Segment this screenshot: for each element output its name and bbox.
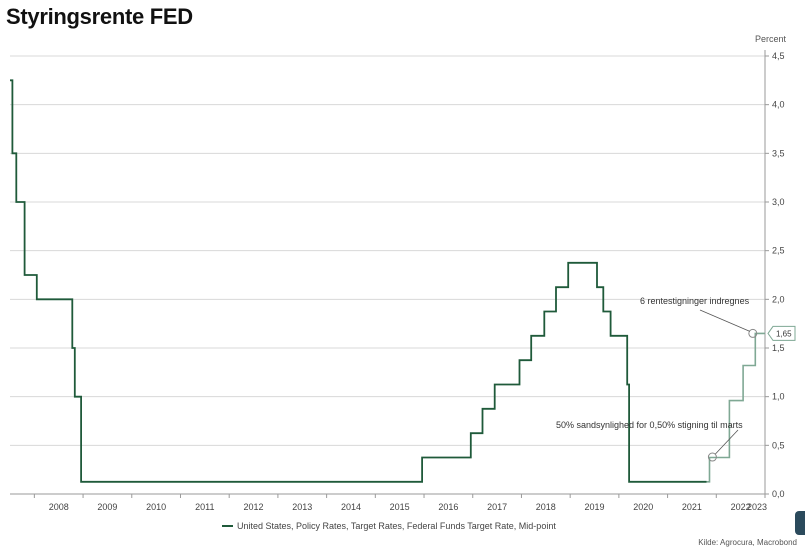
x-tick-label: 2008: [49, 502, 69, 512]
chart-legend: United States, Policy Rates, Target Rate…: [222, 521, 556, 531]
y-tick-label: 2,5: [772, 246, 785, 256]
y-tick-label: 1,5: [772, 343, 785, 353]
chart-title: Styringsrente FED: [6, 4, 193, 29]
series-line-actual: [10, 79, 707, 483]
x-tick-label: 2020: [633, 502, 653, 512]
y-tick-label: 0,0: [772, 489, 785, 499]
source-note: Kilde: Agrocura, Macrobond: [698, 538, 797, 547]
x-tick-label: 2011: [195, 502, 214, 512]
x-tick-label: 2009: [97, 502, 117, 512]
y-tick-label: 2,0: [772, 294, 785, 304]
y-tick-label: 4,5: [772, 51, 785, 61]
y-tick-label: 0,5: [772, 440, 785, 450]
x-tick-label: 2017: [487, 502, 507, 512]
value-badge-shape: [767, 325, 796, 341]
x-tick-label: 2022: [731, 502, 751, 512]
legend-line-swatch: [222, 525, 233, 527]
corner-tab: [795, 511, 805, 535]
y-axis-unit-label: Percent: [754, 34, 786, 44]
x-tick-label: 2015: [390, 502, 410, 512]
x-tick-label: 2021: [682, 502, 702, 512]
y-tick-label: 1,0: [772, 392, 785, 402]
annotation-text: 50% sandsynlighed for 0,50% stigning til…: [556, 420, 743, 430]
annotation-leader-line: [715, 429, 739, 455]
value-badge-text: 1,65: [776, 329, 792, 338]
x-tick-label: 2013: [292, 502, 312, 512]
x-tick-label: 2019: [585, 502, 605, 512]
x-tick-label: 2023: [747, 502, 767, 512]
annotation-marker-circle: [748, 328, 758, 338]
x-tick-label: 2016: [438, 502, 458, 512]
series-line-forecast: [706, 332, 765, 483]
y-tick-label: 3,0: [772, 197, 785, 207]
y-tick-label: 3,5: [772, 148, 785, 158]
annotation-leader-line: [699, 309, 750, 332]
annotation-marker-circle: [707, 452, 717, 462]
x-tick-label: 2018: [536, 502, 556, 512]
x-tick-label: 2012: [244, 502, 264, 512]
x-tick-label: 2014: [341, 502, 361, 512]
x-tick-label: 2010: [146, 502, 166, 512]
legend-label: United States, Policy Rates, Target Rate…: [237, 521, 556, 531]
annotation-text: 6 rentestigninger indregnes: [640, 296, 750, 306]
y-tick-label: 4,0: [772, 100, 785, 110]
